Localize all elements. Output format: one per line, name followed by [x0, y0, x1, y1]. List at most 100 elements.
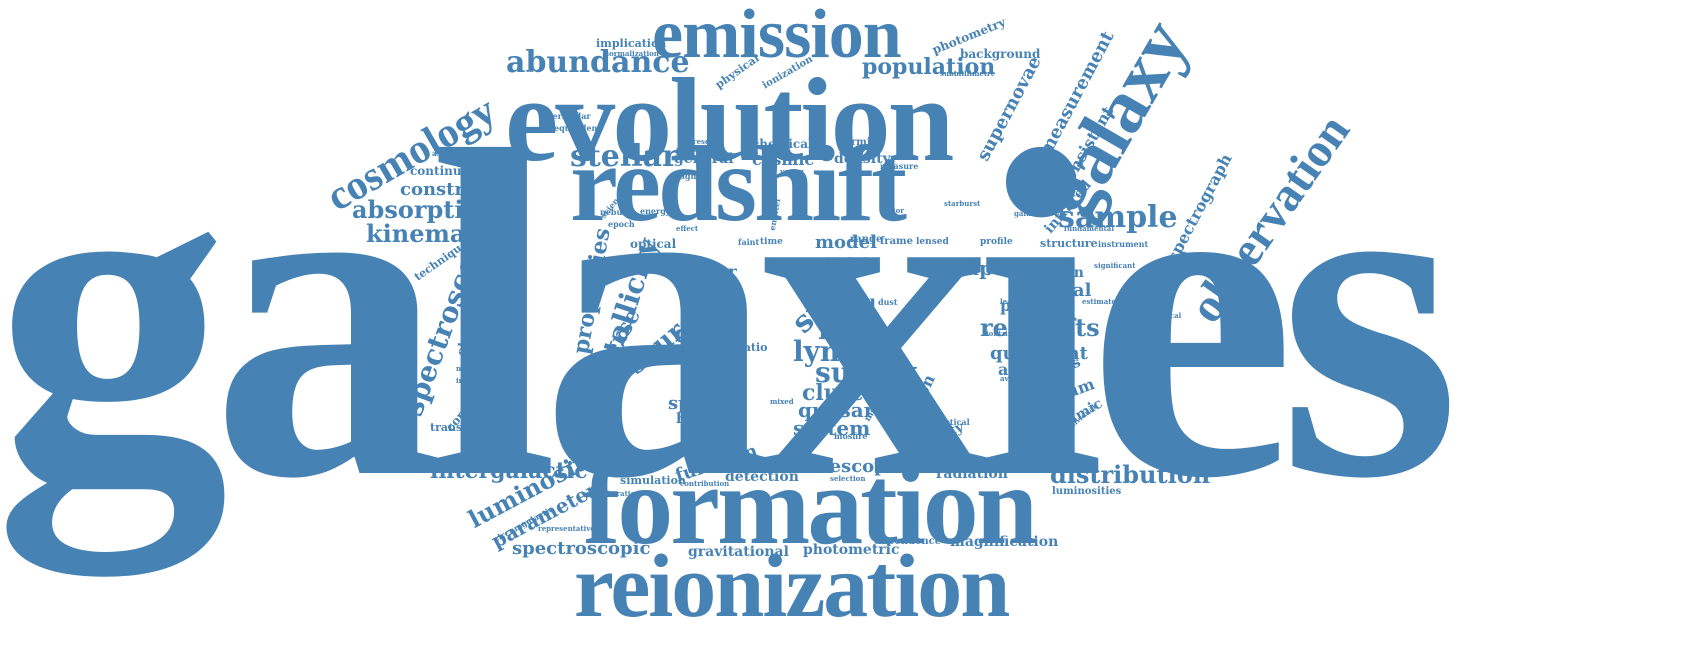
word-intergalactic: intergalactic: [430, 458, 588, 484]
word-absorption: absorption: [352, 195, 497, 224]
word-emission: emission: [652, 0, 902, 73]
word-almon: almon: [1010, 285, 1038, 295]
word-line: line: [818, 313, 878, 346]
word-band: band: [678, 351, 703, 361]
word-interstellar: interstellar: [540, 111, 591, 121]
word-general: general: [674, 151, 734, 167]
word-system: system: [793, 416, 871, 440]
word-dark: dark: [674, 319, 736, 348]
word-redshifts: redshifts: [980, 313, 1100, 342]
word-presence: presence: [688, 137, 724, 146]
word-transfer: transfer: [924, 439, 956, 448]
word-leaker: leaker: [1000, 297, 1025, 306]
word-time: time: [760, 237, 783, 247]
word-submillimetre: submillimetre: [940, 69, 996, 78]
word-nebular: nebular: [600, 207, 635, 217]
word-relation: relation: [1022, 265, 1084, 281]
word-transmission: transmission: [430, 421, 510, 434]
word-luminosities: luminosities: [1052, 486, 1122, 497]
word-faint: faint: [738, 237, 760, 247]
word-measure: measure: [880, 161, 919, 171]
word-independent: independent: [456, 376, 506, 385]
word-ratio: ratio: [738, 341, 768, 354]
word-extreme: extreme: [676, 144, 713, 154]
word-implication: implication: [596, 37, 667, 50]
word-starburst: starburst: [944, 199, 981, 208]
word-photometric: photometric: [803, 542, 900, 558]
word-survey: survey: [815, 356, 917, 389]
word-result: result: [698, 382, 738, 396]
word-elliptical: elliptical: [930, 417, 970, 427]
word-hubble: hubble: [676, 411, 731, 427]
word-energy: energy: [640, 206, 671, 216]
word-astronomy: astronomy: [995, 461, 1060, 474]
word-equivalent: equivalent: [554, 123, 602, 133]
word-evolution: evolution: [505, 53, 954, 186]
word-range: range: [850, 234, 883, 245]
word-frame: frame: [880, 236, 913, 247]
word-profile: profile: [980, 237, 1013, 247]
word-chemical: chemical: [752, 137, 813, 151]
word-color: color: [884, 206, 904, 215]
word-estimate: estimate: [1082, 297, 1116, 306]
word-ionizing: ionizing: [986, 329, 1018, 338]
word-galaxies: galaxies: [0, 54, 1461, 575]
word-dependence: dependence: [874, 536, 942, 547]
word-intense: intense: [700, 427, 729, 436]
word-fundamental: fundamental: [1064, 224, 1114, 233]
word-spectroscopic: spectroscopic: [512, 538, 651, 559]
word-analysis: analysis: [998, 360, 1070, 379]
word-lenticular: lenticular: [570, 431, 614, 441]
word-strong: strong: [680, 279, 739, 298]
word-formation: formation: [583, 444, 1038, 568]
word-abundance: abundance: [506, 45, 690, 80]
word-reionization: reionization: [574, 537, 1010, 636]
word-normalization: normalization: [604, 49, 659, 58]
word-sample: sample: [1058, 200, 1178, 235]
word-epoch: epoch: [608, 219, 635, 229]
word-continuum: continuum: [410, 164, 484, 178]
word-collaboration: collaboration: [588, 489, 641, 498]
word-background: background: [960, 47, 1041, 61]
word-significant: significant: [1094, 261, 1136, 270]
word-radiation: radiation: [936, 466, 1008, 482]
word-distance: distance: [566, 417, 618, 430]
word-gravitational: gravitational: [688, 544, 789, 560]
word-model: model: [815, 232, 877, 253]
word-forming: forming: [840, 137, 885, 148]
word-lyman: lyman: [793, 335, 889, 368]
word-spectra: spectra: [668, 393, 743, 414]
word-selection: selection: [830, 474, 866, 483]
word-young: young: [780, 167, 804, 176]
word-average: average: [1000, 374, 1031, 383]
word-mosfire: mosfire: [834, 431, 868, 441]
word-quasar: quasar: [798, 398, 875, 422]
word-simulation: simulation: [620, 474, 686, 487]
word-detection: detection: [725, 469, 799, 485]
word-magnification: magnification: [950, 534, 1059, 550]
word-stellar: stellar: [570, 139, 678, 174]
word-constraint: constraint: [400, 179, 504, 200]
word-astrophysics: astrophysics: [432, 149, 481, 158]
word-metallicities: metallicities: [456, 364, 505, 373]
word-galactic: galactic: [1014, 209, 1046, 218]
word-matter: matter: [676, 262, 737, 281]
word-quiescent: quiescent: [990, 343, 1088, 364]
word-dust: dust: [878, 297, 898, 307]
word-representative: representative: [538, 524, 595, 533]
word-optical: optical: [630, 237, 677, 251]
word-massive: massive: [1010, 334, 1042, 343]
word-effect: effect: [676, 224, 699, 233]
word-present: present: [1000, 296, 1069, 315]
word-submillimeter: submillimeter: [428, 461, 515, 474]
word-escape: escape: [930, 256, 1006, 280]
word-structure: structure: [1040, 237, 1098, 250]
word-cluster: cluster: [802, 380, 888, 406]
word-lensed: lensed: [916, 237, 949, 247]
word-mixed: mixed: [770, 397, 794, 406]
word-population: population: [862, 54, 996, 80]
word-instrument: instrument: [1098, 239, 1149, 249]
word-field: field: [832, 296, 876, 317]
word-spectral: spectral: [1010, 280, 1092, 301]
